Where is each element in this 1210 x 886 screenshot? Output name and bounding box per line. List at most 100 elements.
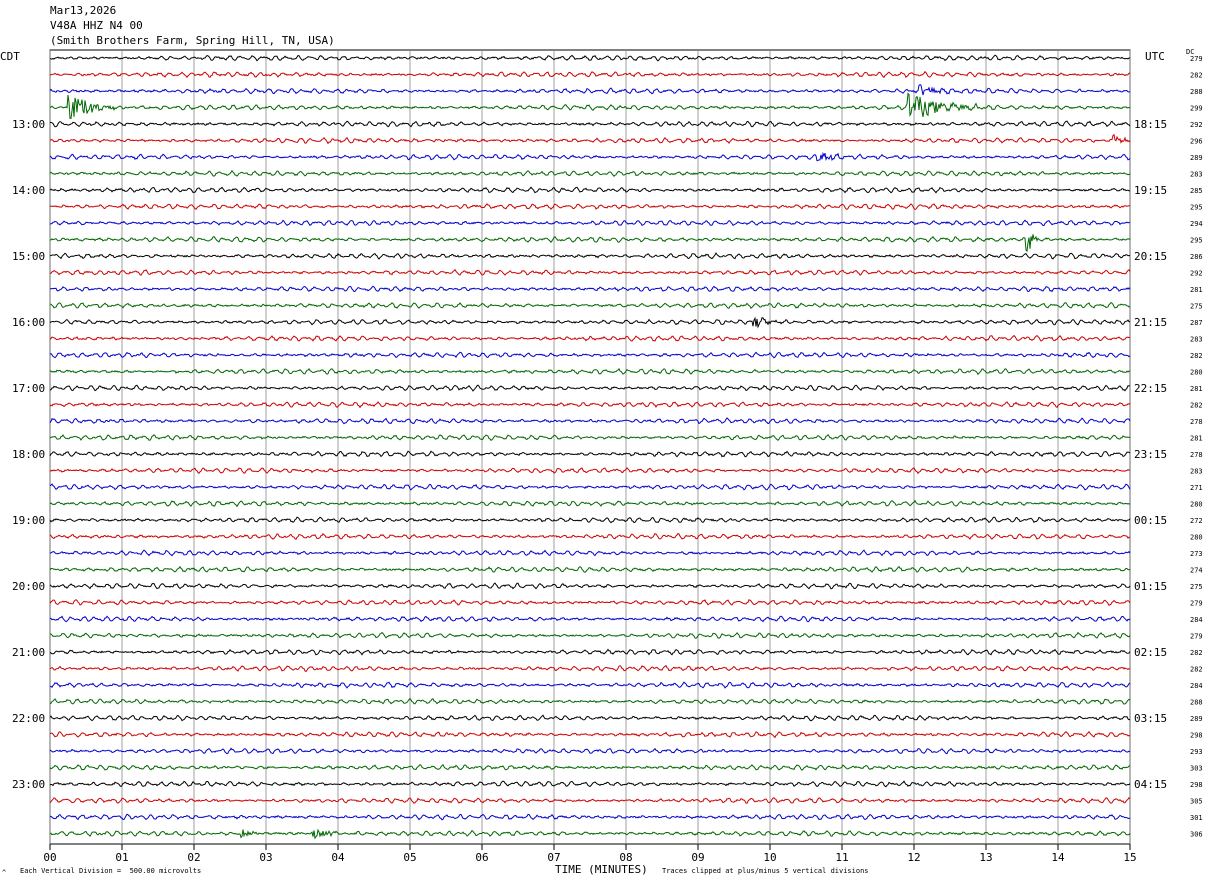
x-tick-label: 06 xyxy=(475,851,488,864)
seismic-trace xyxy=(49,549,1131,557)
dc-offset-label: 288 xyxy=(1190,88,1203,96)
right-hour-label: 00:15 xyxy=(1134,514,1167,527)
left-hour-label: 23:00 xyxy=(12,778,45,791)
seismic-trace xyxy=(49,697,1131,705)
seismic-trace xyxy=(50,631,1131,639)
dc-offset-label: 281 xyxy=(1190,385,1203,393)
right-hour-label: 02:15 xyxy=(1134,646,1167,659)
right-hour-label: 19:15 xyxy=(1134,184,1167,197)
seismic-trace xyxy=(49,234,1131,253)
x-tick-label: 14 xyxy=(1051,851,1065,864)
dc-offset-label: 279 xyxy=(1190,600,1203,608)
location-label: (Smith Brothers Farm, Spring Hill, TN, U… xyxy=(50,34,335,47)
seismic-trace xyxy=(49,417,1131,425)
dc-offset-label: 282 xyxy=(1190,72,1203,80)
dc-offset-label: 284 xyxy=(1190,682,1203,690)
seismic-trace xyxy=(49,351,1131,359)
corner-mark: ^ xyxy=(2,869,7,877)
dc-offset-label: 283 xyxy=(1190,171,1203,179)
seismic-trace xyxy=(49,828,1131,840)
dc-offset-label: 283 xyxy=(1190,336,1203,344)
dc-offset-label: 274 xyxy=(1190,567,1203,575)
seismic-trace xyxy=(49,565,1131,573)
dc-offset-label: 282 xyxy=(1190,649,1203,657)
seismic-trace xyxy=(49,648,1131,656)
seismic-trace xyxy=(49,797,1131,804)
seismic-trace xyxy=(49,813,1131,821)
left-hour-label: 14:00 xyxy=(12,184,45,197)
left-hour-label: 13:00 xyxy=(12,118,45,131)
dc-offset-label: 298 xyxy=(1190,781,1203,789)
left-hour-label: 21:00 xyxy=(12,646,45,659)
dc-offset-label: 281 xyxy=(1190,286,1203,294)
x-tick-label: 01 xyxy=(115,851,128,864)
left-hour-label: 17:00 xyxy=(12,382,45,395)
seismic-trace xyxy=(49,316,1131,329)
dc-offset-label: 278 xyxy=(1190,451,1203,459)
x-tick-label: 04 xyxy=(331,851,345,864)
dc-offset-label: 289 xyxy=(1190,715,1203,723)
dc-header-label: DC xyxy=(1186,48,1195,56)
dc-offset-label: 299 xyxy=(1190,105,1203,113)
dc-offset-label: 305 xyxy=(1190,798,1203,806)
seismic-trace xyxy=(49,151,1131,162)
dc-offset-label: 280 xyxy=(1190,369,1203,377)
dc-offset-label: 273 xyxy=(1190,550,1203,558)
seismic-trace xyxy=(49,301,1131,309)
left-hour-label: 15:00 xyxy=(12,250,45,263)
dc-offset-label: 282 xyxy=(1190,666,1203,674)
dc-offset-label: 285 xyxy=(1190,187,1203,195)
dc-offset-label: 294 xyxy=(1190,220,1203,228)
dc-offset-label: 292 xyxy=(1190,121,1203,129)
dc-offset-label: 279 xyxy=(1190,633,1203,641)
right-hour-label: 20:15 xyxy=(1134,250,1167,263)
dc-offset-label: 279 xyxy=(1190,55,1203,63)
left-hour-label: 22:00 xyxy=(12,712,45,725)
x-tick-label: 03 xyxy=(259,851,272,864)
left-hour-label: 20:00 xyxy=(12,580,45,593)
dc-offset-label: 275 xyxy=(1190,583,1203,591)
seismic-trace xyxy=(49,384,1130,392)
seismic-trace xyxy=(49,268,1131,276)
dc-offset-label: 298 xyxy=(1190,732,1203,740)
right-hour-label: 23:15 xyxy=(1134,448,1167,461)
x-tick-label: 15 xyxy=(1123,851,1136,864)
seismic-trace xyxy=(49,169,1131,177)
dc-offset-label: 271 xyxy=(1190,484,1203,492)
seismic-trace xyxy=(49,433,1131,441)
dc-offset-label: 282 xyxy=(1190,402,1203,410)
seismic-trace xyxy=(49,664,1131,673)
x-tick-label: 12 xyxy=(907,851,920,864)
dc-offset-label: 296 xyxy=(1190,138,1203,146)
seismic-trace xyxy=(49,70,1131,79)
x-tick-label: 08 xyxy=(619,851,632,864)
dc-offset-label: 295 xyxy=(1190,237,1203,245)
dc-offset-label: 303 xyxy=(1190,765,1203,773)
station-label: V48A HHZ N4 00 xyxy=(50,19,143,32)
seismic-trace xyxy=(49,764,1131,771)
dc-offset-label: 282 xyxy=(1190,352,1203,360)
x-tick-label: 07 xyxy=(547,851,560,864)
seismic-trace xyxy=(49,401,1131,409)
seismic-trace xyxy=(49,285,1131,293)
dc-offset-label: 289 xyxy=(1190,154,1203,162)
dc-offset-label: 280 xyxy=(1190,534,1203,542)
dc-offset-label: 287 xyxy=(1190,319,1203,327)
clip-note: Traces clipped at plus/minus 5 vertical … xyxy=(662,867,869,875)
left-hour-label: 18:00 xyxy=(12,448,45,461)
x-tick-label: 00 xyxy=(43,851,56,864)
dc-offset-label: 295 xyxy=(1190,204,1203,212)
right-hour-label: 03:15 xyxy=(1134,712,1167,725)
x-tick-label: 13 xyxy=(979,851,992,864)
seismic-trace xyxy=(49,467,1131,475)
seismic-trace xyxy=(49,186,1131,194)
seismic-trace xyxy=(49,730,1131,739)
seismic-trace xyxy=(49,714,1131,722)
x-tick-label: 10 xyxy=(763,851,776,864)
dc-offset-label: 288 xyxy=(1190,699,1203,707)
x-axis-title: TIME (MINUTES) xyxy=(555,863,648,876)
seismic-trace xyxy=(49,582,1131,590)
right-hour-label: 04:15 xyxy=(1134,778,1167,791)
seismic-trace xyxy=(49,681,1131,689)
seismic-trace xyxy=(49,532,1131,540)
